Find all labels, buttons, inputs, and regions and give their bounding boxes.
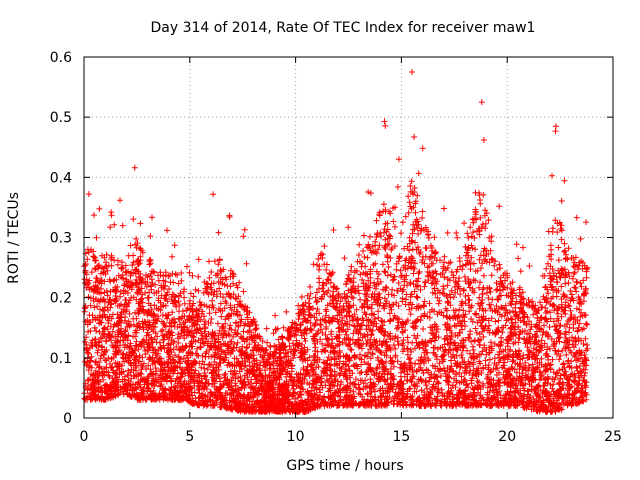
y-axis-title: ROTI / TECUs [6, 192, 22, 284]
y-tick-label: 0.4 [50, 170, 72, 186]
axis-ticks [83, 56, 614, 419]
y-tick-label: 0.5 [50, 110, 72, 126]
y-tick-label: 0.6 [50, 50, 72, 66]
x-tick-label: 15 [392, 429, 410, 445]
x-tick-label: 0 [80, 429, 89, 445]
x-tick-label: 25 [604, 429, 622, 445]
x-tick-label: 5 [185, 429, 194, 445]
x-tick-label: 10 [287, 429, 305, 445]
y-tick-label: 0.2 [50, 291, 72, 307]
y-tick-label: 0.1 [50, 351, 72, 367]
grid-lines [84, 57, 613, 418]
y-tick-label: 0 [63, 411, 72, 427]
y-tick-label: 0.3 [50, 231, 72, 247]
x-tick-label: 20 [498, 429, 516, 445]
chart-title: Day 314 of 2014, Rate Of TEC Index for r… [151, 20, 536, 36]
roti-markers [81, 69, 591, 415]
data-points [81, 69, 591, 415]
x-axis-title: GPS time / hours [286, 458, 403, 474]
tick-labels: 0 5 10 15 20 25 0 0.1 0.2 0.3 0.4 0.5 0.6 [50, 50, 622, 445]
